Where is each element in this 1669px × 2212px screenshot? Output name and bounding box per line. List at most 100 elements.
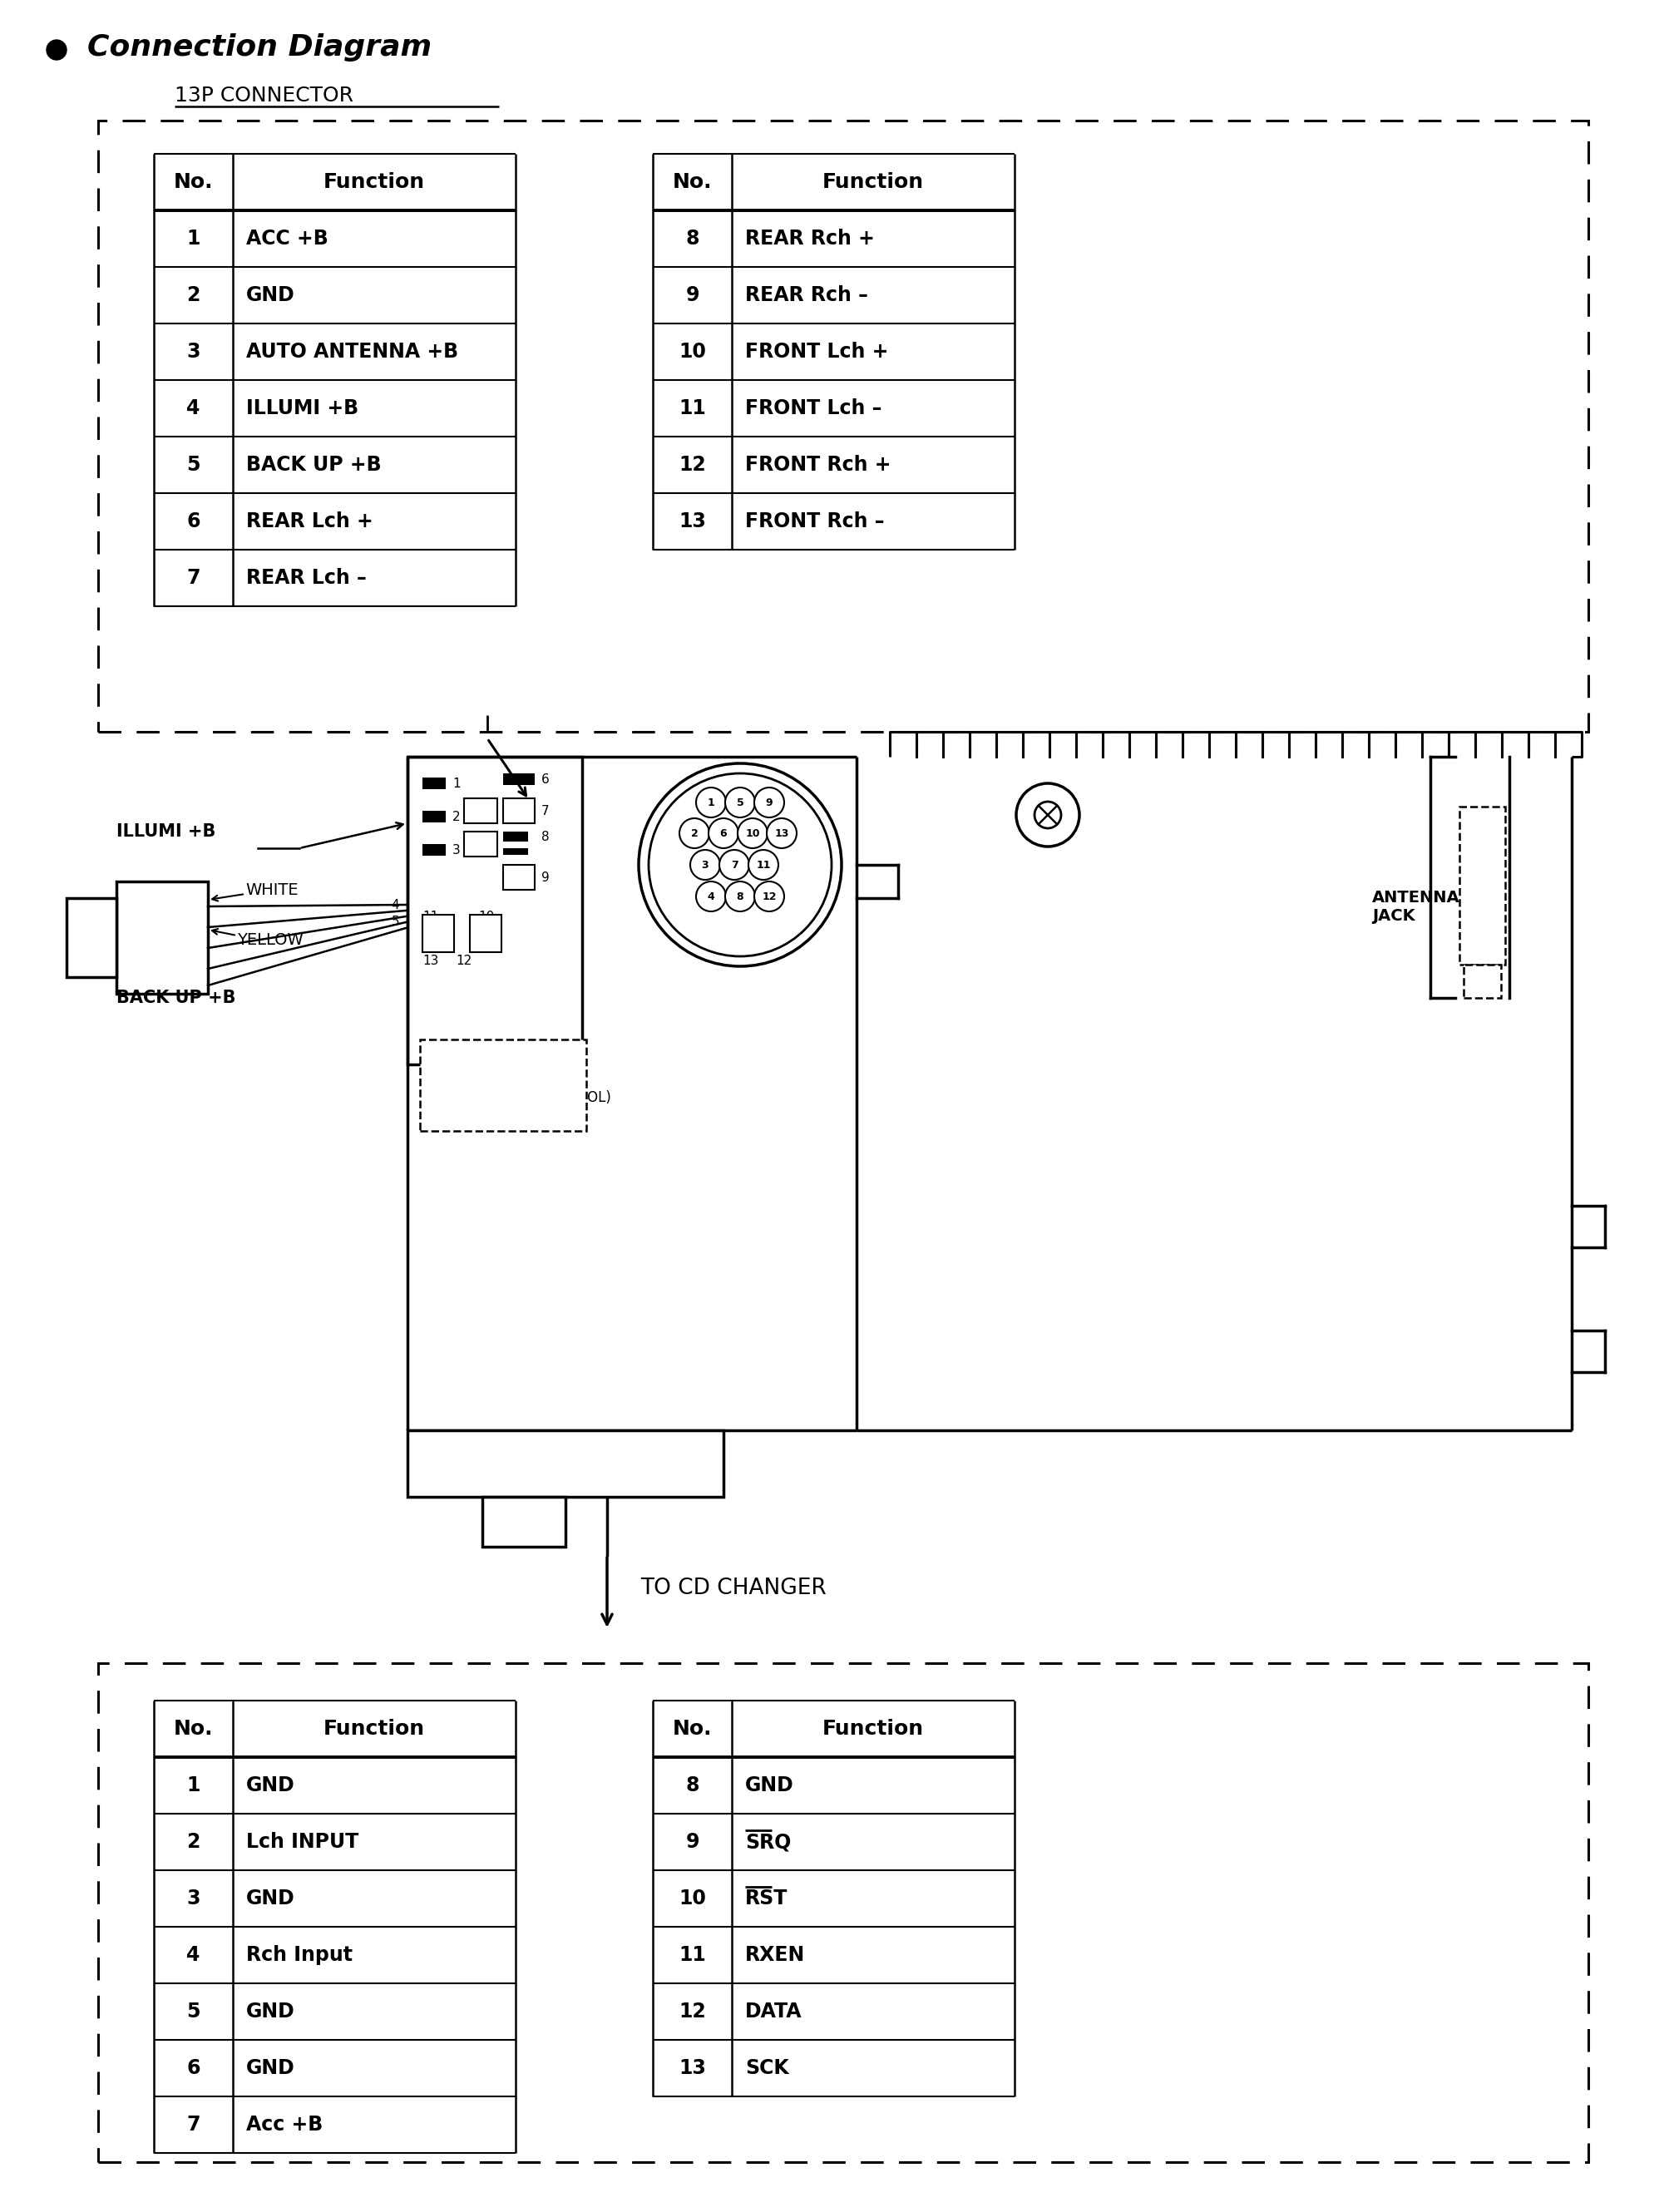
Text: REAR Lch –: REAR Lch – — [245, 568, 367, 588]
Text: 7: 7 — [187, 2115, 200, 2135]
Text: 11: 11 — [756, 860, 771, 869]
Text: 6: 6 — [719, 827, 728, 838]
Bar — [1464, 964, 1500, 998]
Bar — [421, 1040, 586, 1130]
Bar — [422, 779, 446, 790]
Circle shape — [754, 787, 784, 818]
Circle shape — [1035, 801, 1061, 827]
Circle shape — [748, 849, 778, 880]
Text: 10: 10 — [746, 827, 759, 838]
Circle shape — [724, 787, 754, 818]
Text: BACK UP +B: BACK UP +B — [117, 989, 235, 1006]
Bar — [422, 845, 446, 856]
Text: Function: Function — [324, 1719, 426, 1739]
Bar — [422, 916, 454, 951]
Text: 1: 1 — [452, 776, 461, 790]
Text: RST: RST — [744, 1889, 788, 1909]
Bar — [502, 799, 534, 823]
Text: 8: 8 — [686, 228, 699, 248]
Text: 5: 5 — [736, 796, 744, 807]
Text: REAR Lch +: REAR Lch + — [245, 511, 374, 531]
Text: Rch Input: Rch Input — [245, 1944, 352, 1964]
Text: GND: GND — [245, 285, 295, 305]
Text: RXEN: RXEN — [744, 1944, 804, 1964]
Text: 9: 9 — [686, 1832, 699, 1851]
Bar — [98, 122, 1589, 732]
Text: 9: 9 — [766, 796, 773, 807]
Text: 13: 13 — [774, 827, 789, 838]
Text: 5: 5 — [187, 456, 200, 476]
Circle shape — [696, 880, 726, 911]
Circle shape — [766, 818, 796, 847]
Bar — [117, 880, 209, 993]
Circle shape — [1016, 783, 1080, 847]
Text: 10: 10 — [679, 1889, 706, 1909]
Bar — [1459, 807, 1505, 964]
Text: 11: 11 — [679, 1944, 706, 1964]
Text: 13: 13 — [679, 2057, 706, 2077]
Text: 2: 2 — [452, 810, 461, 823]
Text: 13P CONNECTOR: 13P CONNECTOR — [175, 86, 354, 106]
Text: 6: 6 — [187, 2057, 200, 2077]
Text: 1: 1 — [187, 1776, 200, 1796]
Text: TO CD CHANGER: TO CD CHANGER — [641, 1577, 826, 1599]
Bar — [482, 1498, 566, 1546]
Text: (TO DIVER SITY CONTROL): (TO DIVER SITY CONTROL) — [429, 1091, 611, 1106]
Text: 7: 7 — [187, 568, 200, 588]
Text: GND: GND — [245, 1889, 295, 1909]
Text: 7: 7 — [541, 805, 549, 816]
Text: 1: 1 — [187, 228, 200, 248]
Text: Lch INPUT: Lch INPUT — [245, 1832, 359, 1851]
Text: GND: GND — [245, 1776, 295, 1796]
Text: 4: 4 — [187, 1944, 200, 1964]
Bar — [67, 898, 117, 978]
Bar — [502, 847, 527, 854]
Text: GND: GND — [245, 2057, 295, 2077]
Circle shape — [719, 849, 749, 880]
Text: WHITE: WHITE — [245, 883, 299, 898]
Text: GND: GND — [744, 1776, 794, 1796]
Text: FRONT Lch +: FRONT Lch + — [744, 343, 888, 363]
Text: 5: 5 — [187, 2002, 200, 2022]
Text: REAR Rch –: REAR Rch – — [744, 285, 868, 305]
Text: Connection Diagram: Connection Diagram — [87, 33, 432, 62]
Text: YELLOW: YELLOW — [237, 931, 304, 947]
Text: 6: 6 — [541, 772, 549, 785]
Text: No.: No. — [673, 173, 713, 192]
Text: GND: GND — [245, 2002, 295, 2022]
Text: 12: 12 — [456, 953, 472, 967]
Text: 4: 4 — [391, 898, 399, 911]
Text: 13: 13 — [422, 953, 439, 967]
Circle shape — [724, 880, 754, 911]
Text: SCK: SCK — [744, 2057, 789, 2077]
Text: Acc +B: Acc +B — [245, 2115, 322, 2135]
Text: 4: 4 — [187, 398, 200, 418]
Circle shape — [696, 787, 726, 818]
Bar — [464, 799, 497, 823]
Text: Function: Function — [823, 173, 925, 192]
Text: FRONT Rch +: FRONT Rch + — [744, 456, 891, 476]
Circle shape — [649, 774, 831, 956]
Text: 6: 6 — [187, 511, 200, 531]
Text: Function: Function — [823, 1719, 925, 1739]
Text: 12: 12 — [763, 891, 776, 902]
Text: 8: 8 — [686, 1776, 699, 1796]
Text: FRONT Lch –: FRONT Lch – — [744, 398, 881, 418]
Circle shape — [738, 818, 768, 847]
Text: AUTO ANTENNA +B: AUTO ANTENNA +B — [245, 343, 459, 363]
Bar — [98, 1663, 1589, 2161]
Text: BACK UP +B: BACK UP +B — [245, 456, 382, 476]
Text: 12: 12 — [679, 456, 706, 476]
Text: ILLUMI +B: ILLUMI +B — [117, 823, 215, 841]
Bar — [502, 832, 527, 841]
Text: 8: 8 — [541, 830, 549, 843]
Text: 3: 3 — [452, 843, 461, 856]
Text: 3: 3 — [187, 1889, 200, 1909]
Text: 2: 2 — [187, 1832, 200, 1851]
Text: No.: No. — [174, 173, 214, 192]
Circle shape — [754, 880, 784, 911]
Bar — [502, 774, 534, 785]
Text: Function: Function — [324, 173, 426, 192]
Text: 3: 3 — [187, 343, 200, 363]
Text: No.: No. — [174, 1719, 214, 1739]
